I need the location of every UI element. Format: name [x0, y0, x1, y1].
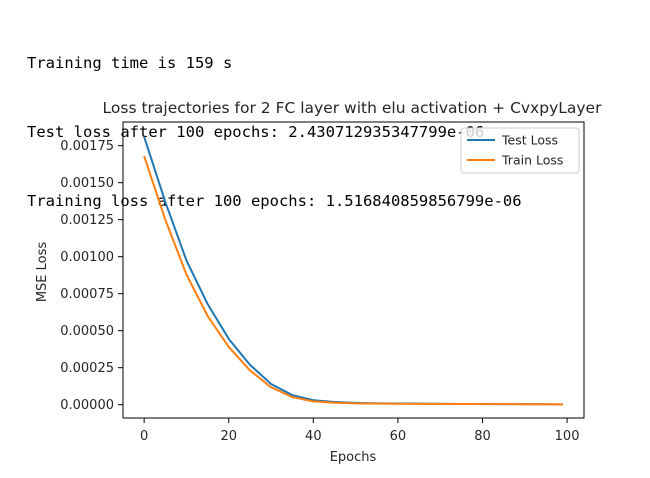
legend: Test Loss Train Loss — [460, 127, 580, 174]
x-tick-label: 20 — [220, 429, 237, 444]
x-tick-label: 0 — [140, 429, 148, 444]
x-tick-label: 60 — [390, 429, 407, 444]
x-tick-label: 100 — [555, 429, 580, 444]
y-axis-label: MSE Loss — [35, 242, 50, 303]
series-layer — [143, 136, 563, 406]
console-line-test-loss: Test loss after 100 epochs: 2.4307129353… — [27, 123, 485, 141]
series-line-train-loss — [143, 155, 563, 406]
x-axis-label: Epochs — [330, 450, 377, 465]
console-output: Training time is 159 s Test loss after 1… — [27, 6, 522, 236]
console-line-train-loss: Training loss after 100 epochs: 1.516840… — [27, 192, 522, 210]
y-tick-label: 0.00100 — [60, 250, 114, 265]
series-line-test-loss — [143, 136, 563, 406]
plot-area — [122, 121, 585, 419]
legend-label-train-loss: Train Loss — [501, 153, 563, 168]
x-tick-label: 40 — [305, 429, 322, 444]
y-tick-label: 0.00000 — [60, 398, 114, 413]
y-tick-label: 0.00150 — [60, 176, 114, 191]
console-line-training-time: Training time is 159 s — [27, 54, 233, 72]
y-tick-label: 0.00125 — [60, 213, 114, 228]
y-tick-label: 0.00025 — [60, 361, 114, 376]
chart-title: Loss trajectories for 2 FC layer with el… — [103, 99, 603, 117]
y-tick-label: 0.00075 — [60, 287, 114, 302]
legend-label-test-loss: Test Loss — [501, 133, 558, 148]
y-tick-label: 0.00050 — [60, 324, 114, 339]
x-axis: 0 20 40 60 80 100 — [140, 418, 579, 444]
x-tick-label: 80 — [474, 429, 491, 444]
y-axis: 0.00000 0.00025 0.00050 0.00075 0.00100 0.001… — [60, 139, 123, 413]
y-tick-label: 0.00175 — [60, 139, 114, 154]
plot-frame — [122, 121, 585, 419]
